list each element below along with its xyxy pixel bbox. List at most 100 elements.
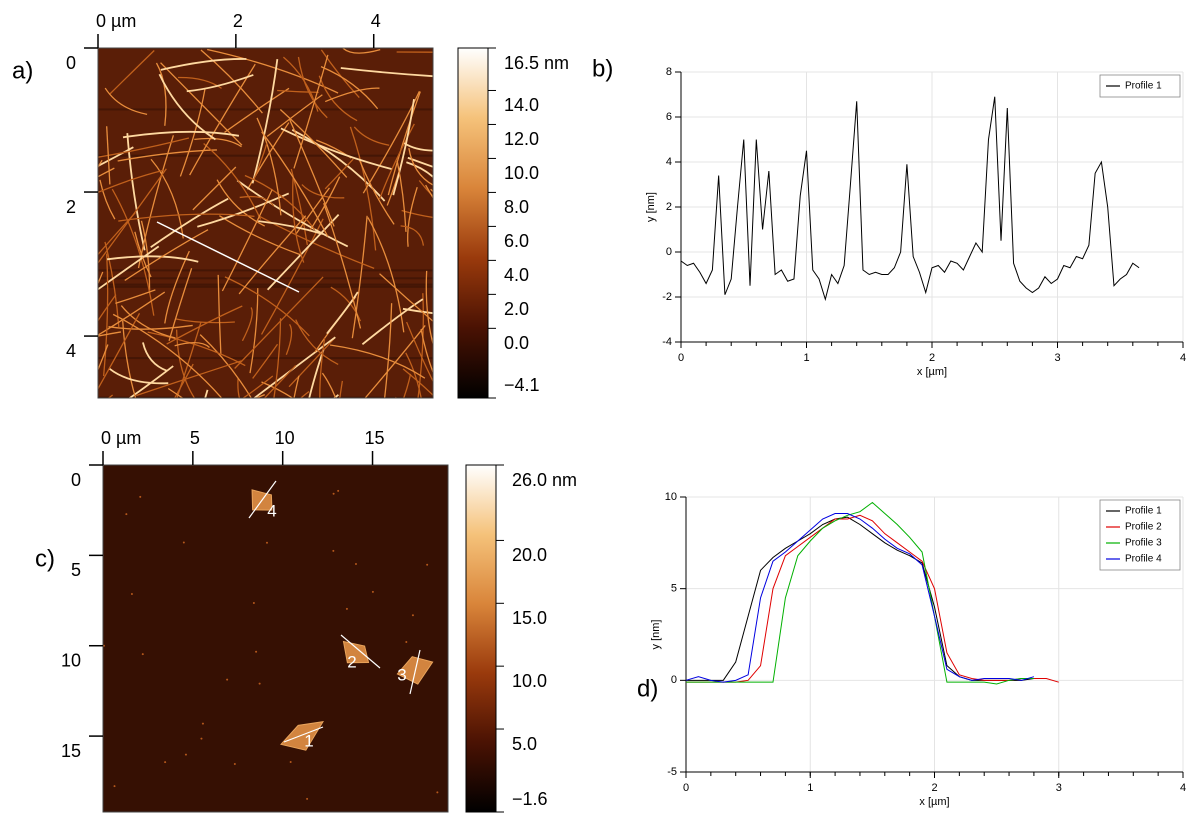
- x-axis-title: x [µm]: [917, 366, 947, 378]
- colorbar-tick-label: −4.1: [504, 375, 540, 395]
- fiber: [106, 255, 199, 263]
- x-tick-label: 10: [275, 428, 295, 448]
- afm-image: [98, 48, 433, 398]
- fiber: [166, 305, 243, 345]
- fiber: [112, 313, 222, 398]
- fiber: [147, 331, 246, 367]
- speck: [255, 650, 258, 653]
- fiber: [98, 271, 104, 285]
- fiber: [277, 89, 319, 94]
- fiber: [288, 118, 335, 227]
- fiber: [353, 126, 390, 146]
- fiber: [108, 324, 193, 330]
- fiber: [425, 184, 433, 199]
- colorbar: [457, 47, 489, 399]
- y-tick-label: 0: [71, 470, 81, 490]
- fiber: [128, 365, 174, 398]
- fiber: [136, 360, 242, 397]
- x-tick-label: 1: [803, 352, 809, 364]
- y-tick-label: 0: [671, 674, 677, 686]
- speck: [426, 563, 429, 566]
- fiber: [319, 337, 326, 398]
- x-tick-label: 2: [929, 352, 935, 364]
- fiber: [403, 373, 412, 398]
- y-tick-label: 5: [71, 560, 81, 580]
- y-tick-label: 0: [66, 53, 76, 73]
- speck: [200, 737, 203, 740]
- colorbar-tick-label: 15.0: [512, 608, 547, 628]
- fiber: [349, 126, 377, 251]
- y-tick-label: 10: [61, 650, 81, 670]
- fiber: [122, 130, 240, 139]
- x-tick-label: 3: [1056, 782, 1062, 794]
- y-axis-title: y [nm]: [645, 192, 657, 222]
- y-tick-label: 15: [61, 741, 81, 761]
- fiber: [263, 364, 297, 398]
- fiber: [293, 54, 329, 169]
- x-tick-label: 0: [683, 782, 689, 794]
- fiber: [142, 342, 168, 372]
- fiber: [258, 220, 324, 235]
- fiber: [402, 307, 433, 315]
- colorbar-tick-label: 0.0: [504, 333, 529, 353]
- fiber: [155, 62, 167, 126]
- speck: [265, 541, 268, 544]
- fiber: [295, 319, 339, 366]
- fiber: [158, 73, 216, 141]
- fiber: [251, 58, 279, 184]
- fiber: [301, 184, 345, 199]
- fiber: [320, 49, 360, 99]
- scan-line: [98, 285, 433, 288]
- y-tick-label: 6: [666, 111, 672, 123]
- image-frame: [102, 464, 449, 813]
- speck: [252, 601, 255, 604]
- colorbar-tick-label: 10.0: [504, 163, 539, 183]
- fiber: [252, 343, 279, 379]
- fiber: [111, 188, 155, 316]
- panel-label: d): [637, 675, 658, 702]
- fiber: [359, 160, 395, 225]
- x-tick-label: 0: [678, 352, 684, 364]
- profile-line: [340, 634, 381, 669]
- fiber: [150, 197, 229, 248]
- x-tick-label: 15: [365, 428, 385, 448]
- legend-box: [1099, 499, 1181, 571]
- fiber: [408, 148, 433, 186]
- scan-line: [98, 269, 433, 272]
- fiber: [98, 159, 103, 169]
- scan-line: [98, 154, 433, 157]
- fiber: [396, 51, 433, 53]
- fiber: [378, 123, 415, 200]
- x-tick-label: 2: [931, 782, 937, 794]
- fiber: [293, 375, 300, 398]
- speck: [436, 791, 439, 794]
- fiber: [102, 253, 109, 377]
- x-tick-label: 2: [233, 11, 243, 31]
- fiber: [261, 131, 329, 237]
- fiber: [340, 67, 433, 78]
- speck: [125, 513, 128, 516]
- fiber: [318, 75, 358, 122]
- fiber: [273, 318, 282, 398]
- scan-line: [98, 283, 433, 286]
- data-line: [686, 514, 1059, 683]
- fiber: [282, 56, 319, 112]
- fiber: [98, 344, 109, 372]
- fiber: [405, 352, 422, 398]
- fiber: [122, 320, 137, 398]
- profile-line: [283, 726, 324, 743]
- fiber: [361, 298, 424, 345]
- speck: [141, 653, 144, 656]
- y-tick-label: 4: [666, 156, 672, 168]
- panel-label: a): [12, 57, 33, 84]
- fibers: [98, 48, 433, 398]
- fiber: [120, 305, 176, 339]
- fiber: [239, 195, 275, 207]
- afm-image: [103, 465, 448, 812]
- y-tick-label: 10: [665, 491, 677, 503]
- fiber: [417, 293, 424, 398]
- fiber: [173, 363, 194, 398]
- speck: [182, 541, 185, 544]
- speck: [411, 614, 414, 617]
- fiber: [107, 394, 114, 398]
